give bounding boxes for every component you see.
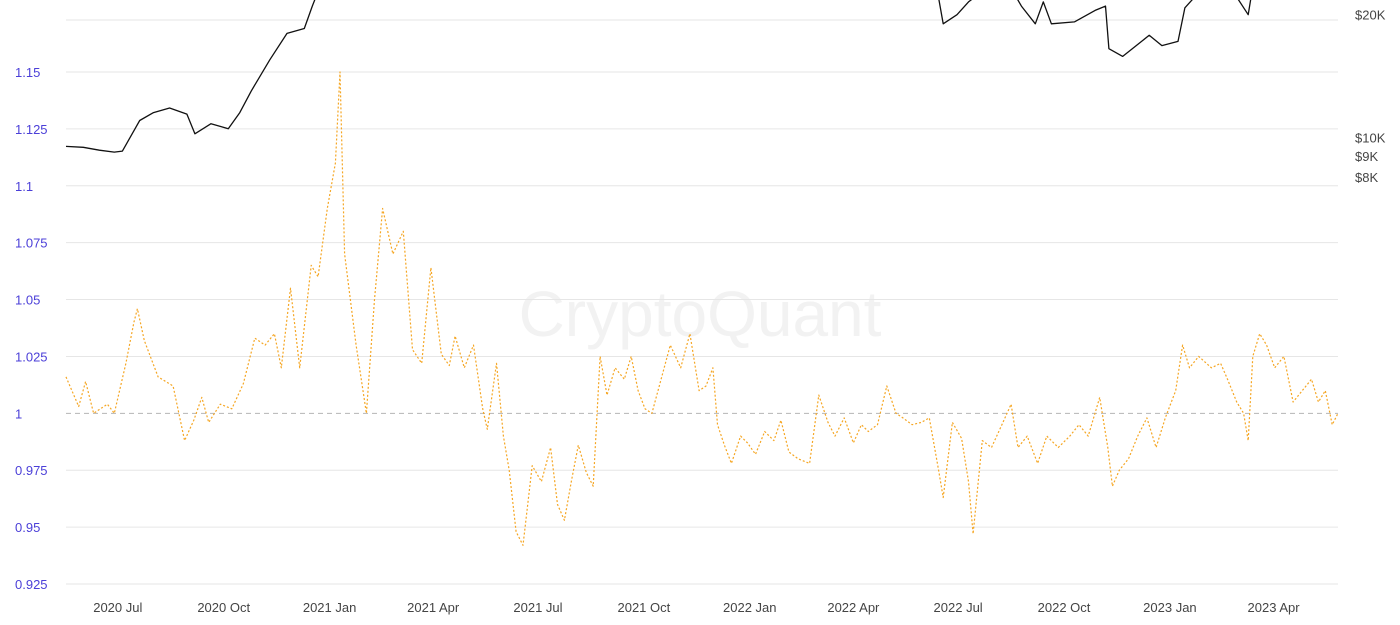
left-tick-label: 1.1 xyxy=(15,179,33,194)
right-axis: $70K$60K$50K$40K$30K$20K$10K$9K$8K xyxy=(1355,8,1386,185)
x-tick-label: 2021 Jul xyxy=(513,600,562,615)
left-tick-label: 1.15 xyxy=(15,65,40,80)
right-tick-label: $10K xyxy=(1355,130,1386,145)
left-tick-label: 1.025 xyxy=(15,349,48,364)
left-tick-label: 0.95 xyxy=(15,520,40,535)
x-tick-label: 2021 Oct xyxy=(617,600,670,615)
right-tick-label: $9K xyxy=(1355,149,1378,164)
x-tick-label: 2022 Oct xyxy=(1038,600,1091,615)
x-axis: 2020 Jul 2020 Oct 2021 Jan 2021 Apr 2021 Jul… xyxy=(93,600,1300,615)
x-tick-label: 2020 Oct xyxy=(197,600,250,615)
x-tick-label: 2022 Jan xyxy=(723,600,777,615)
x-tick-label: 2023 Apr xyxy=(1248,600,1301,615)
ratio-series-line xyxy=(65,71,1339,546)
x-tick-label: 2020 Jul xyxy=(93,600,142,615)
left-tick-label: 1.075 xyxy=(15,236,48,251)
right-tick-label: $8K xyxy=(1355,170,1378,185)
price-series-line xyxy=(65,0,1252,153)
right-tick-label: $20K xyxy=(1355,8,1386,23)
left-tick-label: 0.975 xyxy=(15,463,48,478)
x-tick-label: 2022 Apr xyxy=(827,600,880,615)
x-tick-label: 2023 Jan xyxy=(1143,600,1197,615)
x-tick-label: 2022 Jul xyxy=(934,600,983,615)
left-tick-label: 0.925 xyxy=(15,577,48,592)
x-tick-label: 2021 Apr xyxy=(407,600,460,615)
left-tick-label: 1.125 xyxy=(15,122,48,137)
left-axis: 1.15 1.125 1.1 1.075 1.05 1.025 1 0.975 0.95 0.92… xyxy=(15,65,48,592)
left-tick-label: 1 xyxy=(15,406,22,421)
watermark: CryptoQuant xyxy=(519,278,882,350)
left-tick-label: 1.05 xyxy=(15,293,40,308)
series-layer xyxy=(65,0,1339,546)
x-tick-label: 2021 Jan xyxy=(303,600,357,615)
grid-layer xyxy=(66,19,1338,585)
